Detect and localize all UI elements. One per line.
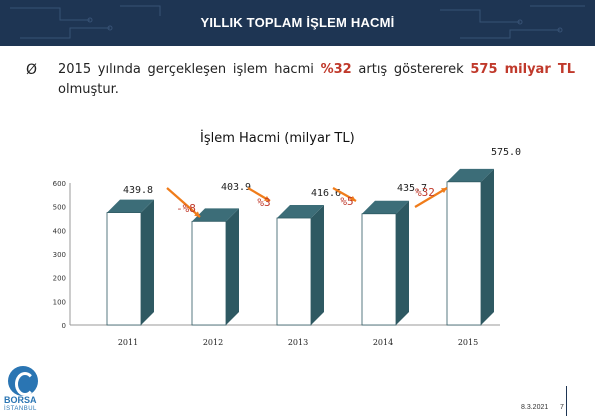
bullet-part-1: 2015 yılında gerçekleşen işlem hacmi <box>58 62 321 77</box>
bar-side <box>226 208 239 325</box>
bar-chart: 0 100 200 300 400 500 600 2011 2012 2013 2014 2015 4… <box>53 147 521 347</box>
chart-title: İşlem Hacmi (milyar TL) <box>200 131 355 146</box>
y-tick-label: 300 <box>53 251 66 259</box>
x-tick-label: 2012 <box>203 338 223 347</box>
arrowhead-icon <box>264 195 270 201</box>
bar <box>361 213 397 326</box>
y-tick-label: 600 <box>53 180 66 188</box>
arrowhead-icon <box>441 188 447 194</box>
bar-top <box>447 168 494 182</box>
bar-side <box>481 168 494 325</box>
bullet-arrow-icon: Ø <box>26 62 38 78</box>
data-label: 575.0 <box>491 147 521 158</box>
change-arrow-icon <box>166 187 201 218</box>
bar-side <box>396 200 409 325</box>
arrowhead-icon <box>350 195 356 201</box>
slide-title: YILLIK TOPLAM İŞLEM HACMİ <box>200 15 395 30</box>
y-tick-label: 500 <box>53 204 66 212</box>
circuit-pattern <box>10 5 585 39</box>
y-tick-label: 0 <box>62 322 66 330</box>
bullet-part-5: olmuştur. <box>58 82 119 97</box>
bar <box>106 212 142 326</box>
change-label: %32 <box>415 186 435 199</box>
x-tick-label: 2014 <box>373 338 393 347</box>
bar-side <box>141 199 154 325</box>
bullet-part-2: %32 <box>320 62 352 77</box>
x-tick-label: 2015 <box>458 338 478 347</box>
data-label: 416.6 <box>311 188 341 199</box>
bar-top <box>107 199 154 213</box>
footer-divider <box>566 386 567 416</box>
footer-date: 8.3.2021 <box>521 404 549 411</box>
page-number: 7 <box>560 404 564 411</box>
borsa-istanbul-logo: BORSA İSTANBUL <box>2 366 50 416</box>
bar <box>276 217 312 326</box>
header-banner: YILLIK TOPLAM İŞLEM HACMİ <box>0 0 595 46</box>
data-label: 403.9 <box>221 182 251 193</box>
y-tick-label: 100 <box>53 298 66 306</box>
data-label: 435.7 <box>397 183 427 194</box>
bar <box>446 181 482 326</box>
bar-top <box>277 205 324 219</box>
data-label: 439.8 <box>123 185 153 196</box>
y-tick-label: 200 <box>53 275 66 283</box>
arrowhead-icon <box>194 211 200 217</box>
x-tick-label: 2013 <box>288 338 308 347</box>
y-tick-label: 400 <box>53 227 66 235</box>
bullet-part-4: 575 milyar TL <box>470 62 575 77</box>
bar-side <box>311 205 324 325</box>
change-label: -%8 <box>176 202 196 215</box>
logo-subname: İSTANBUL <box>4 406 37 412</box>
bullet-text: Ø 2015 yılında gerçekleşen işlem hacmi %… <box>26 60 575 100</box>
bar <box>191 220 227 326</box>
change-label: %3 <box>257 196 270 209</box>
x-tick-label: 2011 <box>118 338 138 347</box>
change-label: %5 <box>340 195 353 208</box>
bar-top <box>192 208 239 222</box>
logo-name: BORSA <box>4 395 37 405</box>
bullet-part-3: artış göstererek <box>351 62 471 77</box>
bar-top <box>362 200 409 214</box>
change-arrow-icon <box>414 187 448 208</box>
